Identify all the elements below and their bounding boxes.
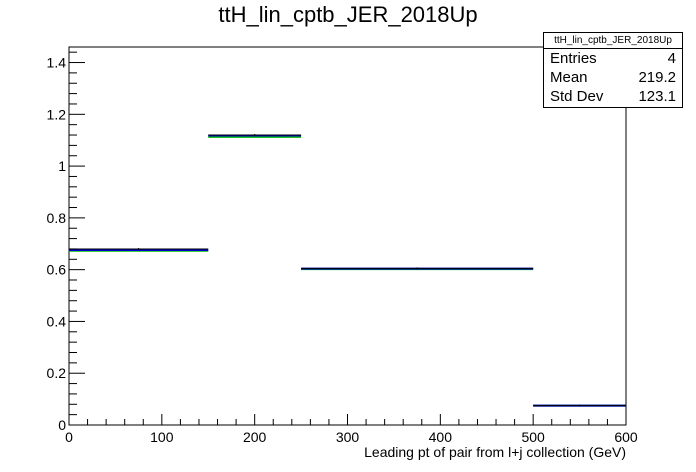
y-tick-label: 1.2: [47, 106, 67, 122]
stats-label: Std Dev: [550, 88, 604, 105]
stats-row-mean: Mean 219.2: [544, 68, 682, 87]
histogram-bins: [69, 134, 626, 407]
axis-ticks: [68, 51, 627, 426]
x-tick-label: 500: [521, 429, 545, 445]
x-tick-label: 600: [614, 429, 638, 445]
stats-value: 219.2: [638, 69, 676, 86]
y-tick-label: 0.2: [47, 365, 67, 381]
stats-row-std-dev: Std Dev 123.1: [544, 87, 682, 106]
axis-tick-labels: 0 100 200 300 400 500 600 0 0.2 0.4 0.6 0.8 1 1.2 1.4: [47, 55, 638, 445]
y-tick-label: 0: [58, 417, 66, 433]
stats-value: 4: [667, 50, 676, 67]
x-tick-label: 100: [150, 429, 174, 445]
stats-box-title: ttH_lin_cptb_JER_2018Up: [544, 33, 682, 49]
chart-title: ttH_lin_cptb_JER_2018Up: [218, 2, 478, 27]
y-tick-label: 1: [58, 158, 66, 174]
y-tick-label: 0.6: [47, 262, 67, 278]
stats-label: Mean: [550, 69, 588, 86]
stats-row-entries: Entries 4: [544, 49, 682, 68]
x-tick-label: 300: [336, 429, 360, 445]
y-tick-label: 1.4: [47, 55, 67, 71]
y-tick-label: 0.4: [47, 313, 67, 329]
x-tick-label: 400: [429, 429, 453, 445]
x-axis-label: Leading pt of pair from l+j collection (…: [364, 444, 626, 460]
x-tick-label: 0: [65, 429, 73, 445]
x-tick-label: 200: [243, 429, 267, 445]
stats-label: Entries: [550, 50, 597, 67]
stats-box: ttH_lin_cptb_JER_2018Up Entries 4 Mean 2…: [543, 32, 683, 108]
y-tick-label: 0.8: [47, 210, 67, 226]
stats-value: 123.1: [638, 88, 676, 105]
